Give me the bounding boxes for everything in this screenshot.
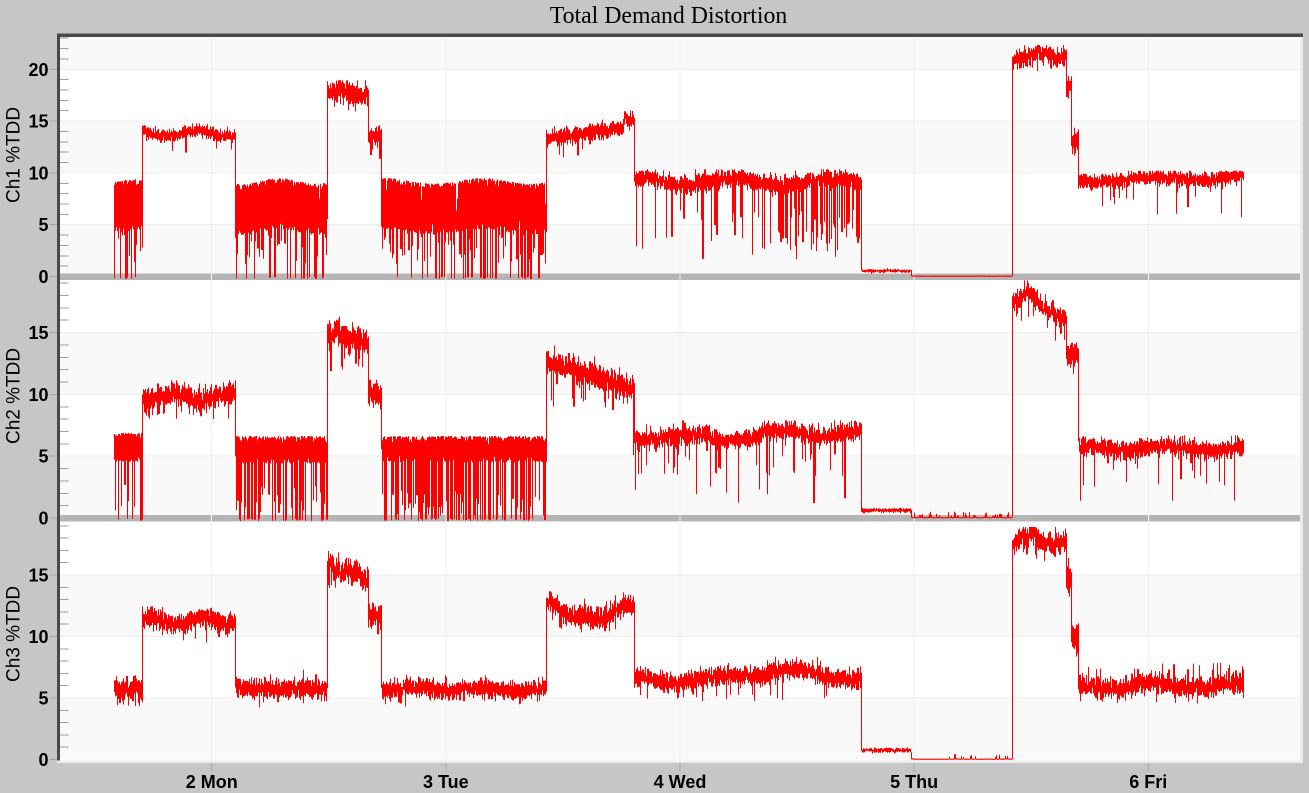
svg-text:Ch2 %TDD: Ch2 %TDD [4,348,25,444]
svg-text:15: 15 [28,566,48,586]
svg-text:5: 5 [38,689,48,709]
svg-text:0: 0 [38,509,48,529]
svg-text:15: 15 [28,323,48,343]
svg-text:3 Tue: 3 Tue [423,772,469,792]
svg-text:5: 5 [38,447,48,467]
svg-text:Ch1 %TDD: Ch1 %TDD [4,107,25,203]
svg-text:10: 10 [28,385,48,405]
svg-text:5: 5 [38,215,48,235]
svg-text:15: 15 [28,112,48,132]
svg-text:20: 20 [28,60,48,80]
svg-text:2 Mon: 2 Mon [186,772,238,792]
svg-text:Total Demand Distortion: Total Demand Distortion [550,3,788,29]
svg-text:10: 10 [28,163,48,183]
svg-text:4 Wed: 4 Wed [654,772,707,792]
svg-text:10: 10 [28,627,48,647]
svg-text:5 Thu: 5 Thu [890,772,938,792]
svg-text:0: 0 [38,750,48,770]
svg-text:Ch3 %TDD: Ch3 %TDD [4,586,25,682]
svg-text:6 Fri: 6 Fri [1129,772,1167,792]
svg-text:0: 0 [38,267,48,287]
